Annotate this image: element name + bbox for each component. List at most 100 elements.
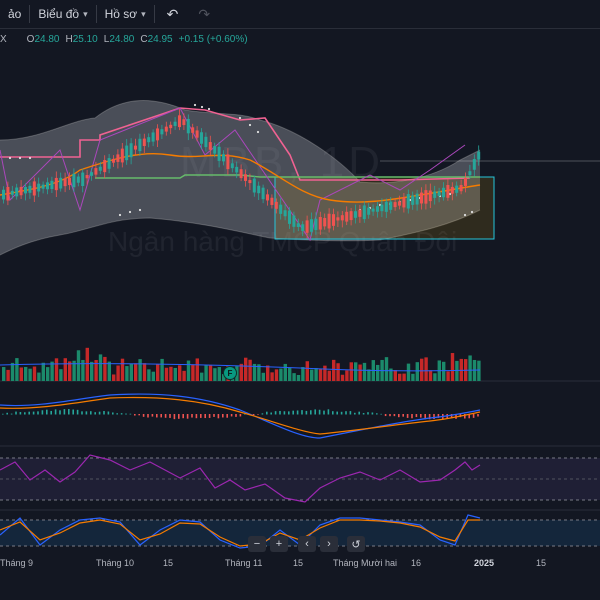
macd-histogram-bar — [103, 411, 105, 415]
volume-bar — [362, 362, 367, 381]
macd-histogram-bar — [406, 414, 409, 418]
volume-bar — [134, 363, 138, 381]
macd-histogram-bar — [411, 414, 413, 419]
volume-bar — [296, 374, 301, 381]
macd-histogram-bar — [98, 411, 101, 415]
macd-histogram-bar — [186, 414, 189, 419]
volume-bar — [261, 372, 265, 381]
macd-histogram-bar — [63, 409, 66, 415]
toolbar-divider — [29, 5, 31, 23]
chart-menu-button[interactable]: Biểu đồ ▾ — [30, 0, 95, 28]
macd-histogram-bar — [142, 414, 145, 417]
event-flag-icon[interactable]: F — [223, 366, 237, 380]
redo-button[interactable]: ↷ — [190, 0, 218, 28]
candle-body — [213, 146, 217, 154]
toolbar-item-partial[interactable]: ảo — [0, 0, 29, 28]
macd-histogram-bar — [24, 412, 26, 415]
zoom-in-button[interactable]: + — [270, 536, 288, 552]
candle-body — [50, 180, 54, 190]
candle-body — [261, 187, 265, 200]
zoom-out-button[interactable]: − — [248, 536, 266, 552]
macd-histogram-bar — [160, 414, 162, 418]
candle-body — [90, 172, 93, 176]
macd-histogram-bar — [204, 414, 206, 419]
volume-bar — [24, 366, 28, 381]
undo-button[interactable]: ↶ — [155, 0, 191, 28]
volume-bar — [340, 374, 345, 381]
candle-body — [376, 206, 379, 212]
candle-body — [6, 186, 10, 201]
scroll-left-button[interactable]: ‹ — [298, 536, 316, 552]
macd-histogram-bar — [37, 411, 39, 415]
candle-body — [2, 189, 5, 200]
candle-body — [68, 177, 71, 186]
change-value: +0.15 (+0.60%) — [178, 34, 248, 45]
candle-body — [200, 132, 203, 144]
bollinger-upper — [0, 100, 481, 184]
candle-body — [274, 201, 278, 209]
high-label: H — [65, 34, 73, 45]
macd-histogram-bar — [340, 411, 343, 415]
macd-histogram-bar — [169, 414, 171, 418]
time-axis-label: Tháng 10 — [96, 558, 135, 568]
macd-histogram-bar — [283, 411, 286, 415]
volume-bar — [72, 360, 76, 381]
top-toolbar: ảo Biểu đồ ▾ Hồ sơ ▾ ↶ ↷ — [0, 0, 600, 29]
macd-histogram-bar — [59, 410, 61, 415]
candle-body — [428, 190, 432, 202]
macd-histogram-bar — [477, 414, 479, 417]
volume-bar — [103, 356, 107, 381]
chevron-down-icon: ▾ — [141, 8, 146, 19]
macd-histogram-bar — [72, 409, 74, 415]
reset-chart-button[interactable]: ↺ — [347, 536, 365, 552]
macd-histogram-bar — [318, 409, 321, 415]
volume-bar — [283, 363, 287, 381]
volume-bar — [345, 370, 349, 381]
volume-bar — [450, 353, 455, 381]
macd-histogram-bar — [362, 413, 365, 415]
candle-body — [362, 205, 366, 220]
macd-histogram-bar — [15, 411, 17, 415]
redo-icon: ↷ — [198, 5, 211, 22]
candle-body — [283, 210, 287, 217]
candle-body — [279, 204, 283, 214]
macd-histogram-bar — [112, 412, 114, 415]
candle-body — [46, 182, 49, 190]
candle-body — [41, 184, 45, 189]
toolbar-divider — [153, 5, 155, 23]
time-axis-label: 15 — [163, 558, 174, 568]
macd-histogram-bar — [468, 414, 470, 419]
candle-body — [257, 185, 261, 194]
macd-histogram-bar — [402, 414, 404, 417]
volume-bar — [173, 367, 177, 381]
symbol-fragment[interactable]: X — [0, 34, 7, 45]
volume-bar — [15, 358, 19, 381]
candle-body — [464, 178, 467, 186]
candle-body — [367, 207, 371, 215]
candle-body — [354, 211, 357, 218]
volume-bar — [142, 363, 147, 381]
candle-body — [442, 187, 445, 198]
macd-histogram-bar — [134, 414, 136, 416]
volume-bar — [125, 366, 129, 381]
scroll-right-button[interactable]: › — [320, 536, 338, 552]
volume-bar — [301, 367, 305, 381]
macd-histogram-bar — [191, 414, 193, 418]
volume-bar — [367, 369, 371, 381]
volume-bar — [94, 360, 98, 381]
volume-bar — [19, 367, 23, 381]
profile-menu-button[interactable]: Hồ sơ ▾ — [97, 0, 154, 28]
macd-histogram-bar — [301, 410, 303, 415]
volume-bar — [68, 361, 72, 381]
volume-bar — [358, 364, 362, 381]
candle-body — [323, 218, 327, 227]
volume-bar — [477, 360, 481, 381]
candle-body — [472, 159, 476, 170]
candle-body — [235, 166, 239, 173]
time-axis-label: 15 — [293, 558, 304, 568]
signal-line — [0, 396, 481, 435]
candle-body — [393, 202, 397, 208]
candle-body — [15, 187, 19, 197]
candle-body — [94, 168, 98, 175]
